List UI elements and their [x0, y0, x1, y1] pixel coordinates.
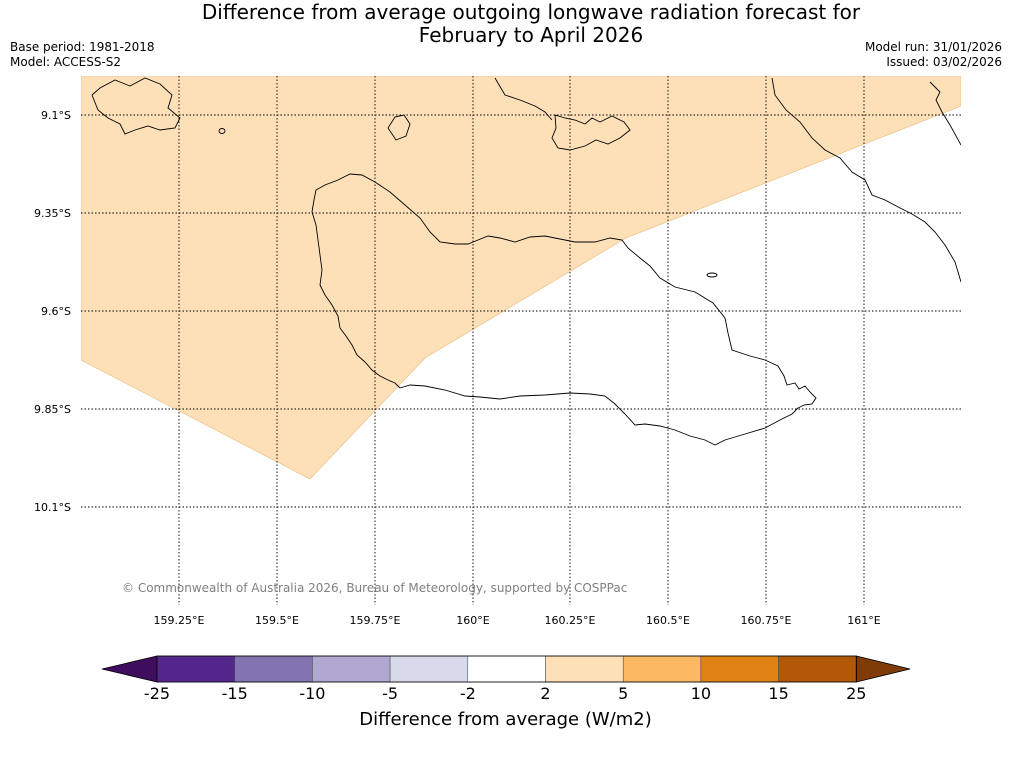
lat-label: 9.1°S	[41, 109, 71, 122]
coastline-nggela-west	[91, 77, 181, 135]
coastline-florida-islands	[551, 114, 631, 151]
model-name: Model: ACCESS-S2	[10, 55, 122, 69]
colorbar-tick-label: 25	[846, 684, 867, 703]
coastline	[91, 77, 961, 446]
map-title-line-1: Difference from average outgoing longwav…	[201, 0, 861, 24]
lon-label: 160.75°E	[741, 614, 792, 627]
gridlines	[81, 76, 961, 605]
lon-label: 161°E	[847, 614, 880, 627]
base-period: Base period: 1981-2018	[10, 40, 155, 54]
anomaly-region	[81, 76, 961, 480]
lon-label: 160.5°E	[646, 614, 690, 627]
map-title-line-2: February to April 2026	[418, 23, 644, 47]
colorbar-extend-low	[101, 655, 158, 683]
colorbar-frame	[156, 655, 857, 683]
lat-label: 10.1°S	[34, 501, 71, 514]
colorbar-label: Difference from average (W/m2)	[359, 709, 652, 730]
lat-label: 9.85°S	[34, 403, 71, 416]
coastline-small-islet	[218, 128, 226, 134]
coastline-savo-north	[494, 77, 553, 121]
colorbar-tick-label: 2	[540, 684, 551, 703]
colorbar-extend-high	[855, 655, 911, 683]
lat-label: 9.35°S	[34, 207, 71, 220]
lon-label: 159.75°E	[350, 614, 401, 627]
colorbar-segment	[234, 655, 313, 683]
colorbar-segment	[467, 655, 546, 683]
colorbar-segment	[778, 655, 857, 683]
colorbar-segment	[312, 655, 391, 683]
lat-label: 9.6°S	[41, 305, 71, 318]
colorbar-tick-label: 15	[768, 684, 789, 703]
colorbar-segment	[156, 655, 235, 683]
coastline-malaita-fragment	[929, 81, 961, 146]
issued-date: Issued: 03/02/2026	[886, 55, 1002, 69]
colorbar-segment	[389, 655, 469, 683]
lon-label: 160°E	[456, 614, 489, 627]
lon-label: 159.25°E	[154, 614, 205, 627]
colorbar-segment	[622, 655, 702, 683]
colorbar-tick-label: -2	[459, 684, 476, 703]
coastline-malaita	[771, 77, 961, 283]
colorbar-tick-label: -25	[143, 684, 171, 703]
lon-label: 160.25°E	[545, 614, 596, 627]
colorbar-tick-label: 10	[690, 684, 712, 703]
colorbar-tick-label: -10	[299, 684, 326, 703]
coastline-rock-islet	[706, 272, 718, 278]
colorbar-segment	[545, 655, 624, 683]
colorbar-tick-label: 5	[618, 684, 629, 703]
colorbar-tick-label: -15	[221, 684, 248, 703]
coastline-islet-west	[387, 114, 411, 141]
model-run: Model run: 31/01/2026	[864, 40, 1002, 54]
copyright-notice: © Commonwealth of Australia 2026, Bureau…	[122, 581, 627, 595]
colorbar-tick-label: -5	[382, 684, 399, 703]
coastline-guadalcanal	[311, 173, 817, 446]
colorbar	[101, 655, 911, 683]
colorbar-segment	[700, 655, 779, 683]
lon-label: 159.5°E	[255, 614, 299, 627]
